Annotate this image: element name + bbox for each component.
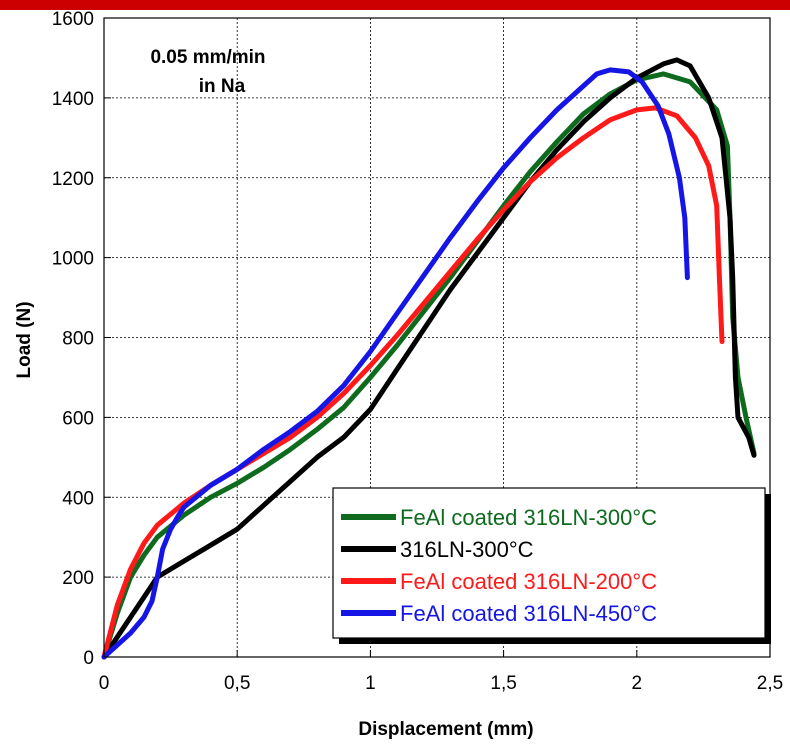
x-tick-label: 0 [99, 673, 110, 694]
x-tick-label: 2 [632, 673, 643, 694]
series-line-2 [101, 57, 757, 660]
axis-ticks [103, 17, 771, 658]
annotation-line-2: in Na [199, 76, 246, 97]
x-tick-label: 1,5 [490, 673, 516, 694]
x-tick-label: 2,5 [757, 673, 783, 694]
legend: FeAl coated 316LN-300°C 316LN-300°C FeAl c… [332, 487, 771, 644]
x-tick-label: 0,5 [224, 673, 250, 694]
x-tick-label: 1 [365, 673, 376, 694]
y-tick-label: 0 [83, 648, 94, 669]
y-tick-label: 400 [62, 488, 94, 509]
x-tick-labels: 0 0,5 1 1,5 2 2,5 [99, 673, 784, 694]
y-axis-label: Load (N) [14, 301, 35, 378]
y-tick-label: 1200 [52, 169, 94, 190]
y-tick-labels: 0 200 400 600 800 1000 1200 1400 1600 [52, 9, 94, 669]
legend-box [332, 487, 766, 639]
y-tick-label: 800 [62, 329, 94, 350]
legend-label-2: 316LN-300°C [400, 537, 534, 562]
x-axis-label: Displacement (mm) [358, 719, 533, 740]
annotation-line-1: 0.05 mm/min [150, 47, 265, 68]
data-series [101, 57, 757, 660]
legend-label-1: FeAl coated 316LN-300°C [400, 505, 657, 530]
series-line-4 [101, 67, 690, 660]
legend-label-4: FeAl coated 316LN-450°C [400, 601, 657, 626]
series-line-3 [101, 105, 725, 660]
y-tick-label: 600 [62, 408, 94, 429]
legend-items: FeAl coated 316LN-300°C 316LN-300°C FeAl c… [341, 505, 657, 626]
series-line-1 [101, 71, 757, 660]
top-accent-bar [0, 0, 790, 10]
y-tick-label: 1000 [52, 249, 94, 270]
y-tick-label: 1600 [52, 9, 94, 30]
legend-label-3: FeAl coated 316LN-200°C [400, 569, 657, 594]
y-tick-label: 1400 [52, 89, 94, 110]
y-tick-label: 200 [62, 568, 94, 589]
